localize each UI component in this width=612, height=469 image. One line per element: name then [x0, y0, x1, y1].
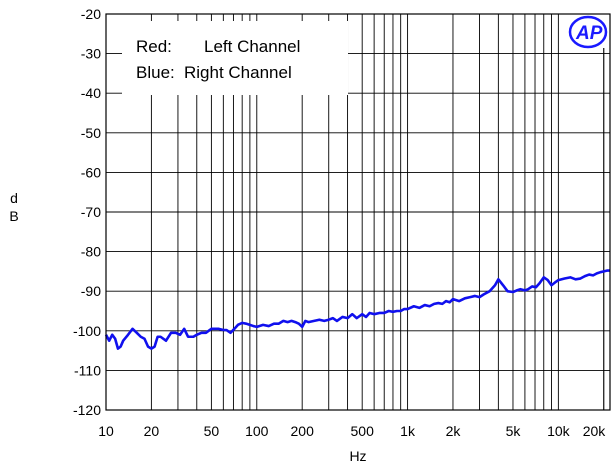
y-tick-label: -30 — [81, 46, 101, 62]
ap-logo: AP — [568, 14, 608, 49]
series-layer — [104, 269, 610, 350]
legend-label-left: Red: — [136, 37, 172, 56]
x-tick-label: 2k — [446, 423, 462, 439]
y-tick-label: -40 — [81, 85, 101, 101]
y-tick-label: -90 — [81, 283, 101, 299]
legend-text-left: Left Channel — [204, 37, 300, 56]
y-tick-label: -20 — [81, 6, 101, 22]
y-tick-label: -70 — [81, 204, 101, 220]
legend-background — [122, 21, 348, 95]
legend-text-right: Right Channel — [184, 63, 292, 82]
x-tick-label: 100 — [245, 423, 269, 439]
plot-frame — [105, 13, 611, 411]
series-line-0 — [104, 269, 610, 350]
x-tick-label: 10k — [547, 423, 571, 439]
x-tick-label: 20 — [144, 423, 160, 439]
x-tick-label: 20k — [583, 423, 607, 439]
x-tick-label: 5k — [506, 423, 522, 439]
y-tick-label: -110 — [74, 362, 101, 378]
x-axis-label: Hz — [349, 448, 366, 464]
x-tick-label: 10 — [98, 423, 114, 439]
legend: Red: Left Channel Blue: Right Channel — [122, 21, 348, 95]
x-tick-labels: 10 20 50 100 200 500 1k 2k 5k 10k 20k — [98, 423, 606, 439]
legend-label-right: Blue: — [136, 63, 175, 82]
x-tick-label: 1k — [400, 423, 416, 439]
x-tick-label: 200 — [291, 423, 315, 439]
y-tick-label: -120 — [73, 402, 101, 418]
y-tick-labels: -20 -30 -40 -50 -60 -70 -80 -90 -100 -110 -120 — [73, 6, 101, 418]
logo-text: AP — [575, 23, 603, 44]
x-tick-label: 500 — [351, 423, 375, 439]
y-tick-label: -50 — [81, 125, 101, 141]
y-tick-label: -80 — [81, 244, 101, 260]
y-tick-label: -60 — [81, 164, 101, 180]
x-tick-label: 50 — [204, 423, 220, 439]
y-tick-label: -100 — [73, 323, 101, 339]
logo-ring — [568, 15, 608, 49]
